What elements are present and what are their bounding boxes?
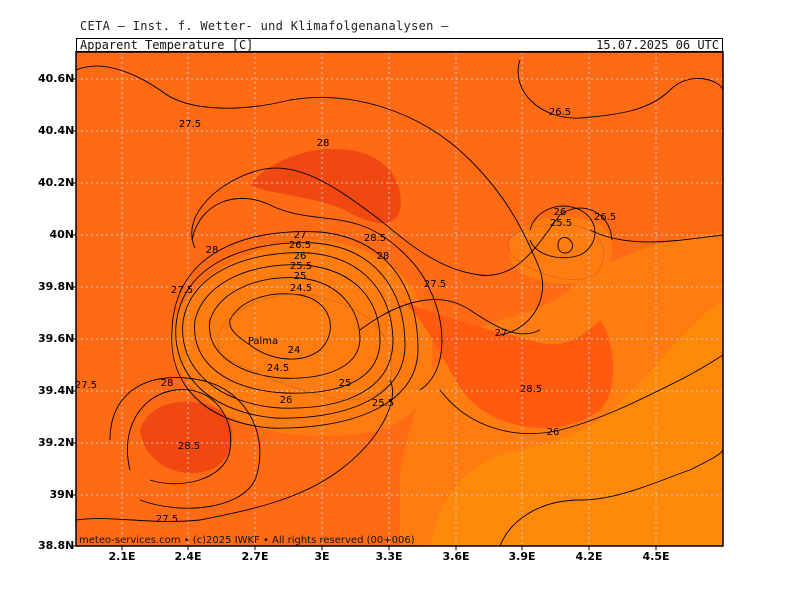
- contour-label: 27.5: [75, 380, 97, 391]
- fill-menorca: [510, 216, 613, 284]
- lon-label: 4.5E: [642, 550, 670, 563]
- lon-label: 2.4E: [174, 550, 202, 563]
- contour-label: 27.5: [424, 279, 446, 290]
- fill-warm-north: [250, 149, 401, 224]
- lon-label: 4.2E: [575, 550, 603, 563]
- valid-time: 15.07.2025 06 UTC: [596, 38, 719, 52]
- fill-warm-east: [400, 300, 614, 429]
- contour-label: 27: [294, 230, 307, 241]
- lat-label: 39.2N: [38, 436, 75, 449]
- contour-lines: [76, 59, 723, 546]
- contour-label: 25.5: [372, 398, 394, 409]
- contour-line: [499, 449, 723, 546]
- credit-line: meteo-services.com • (c)2025 IWKF • All …: [79, 535, 415, 546]
- lon-label: 2.1E: [108, 550, 136, 563]
- lon-label: 3.6E: [442, 550, 470, 563]
- contour-line: [191, 167, 613, 276]
- lat-label: 39N: [49, 488, 74, 501]
- contour-label: 25: [294, 271, 307, 282]
- contour-line: [76, 65, 544, 336]
- contour-line: [175, 242, 406, 419]
- contour-label: 28.5: [178, 441, 200, 452]
- contour-label: 28: [317, 138, 330, 149]
- lat-label: 39.8N: [38, 280, 75, 293]
- contour-label: 24: [288, 345, 301, 356]
- contour-label: 26: [554, 207, 567, 218]
- lat-label: 40N: [49, 228, 74, 241]
- contour-label: 27: [495, 328, 508, 339]
- island-outline: [507, 223, 604, 280]
- contour-label: 25: [339, 378, 352, 389]
- contour-label: 26.5: [289, 240, 311, 251]
- contour-line: [439, 354, 723, 435]
- contour-line: [171, 231, 419, 429]
- parameter-title: Apparent_Temperature_[C]: [80, 38, 254, 52]
- contour-label: 26.5: [549, 107, 571, 118]
- contour-line: [182, 252, 394, 409]
- contour-line: [557, 237, 573, 254]
- contour-line: [359, 299, 541, 335]
- lat-label: 40.4N: [38, 124, 75, 137]
- contour-label: 28: [206, 245, 219, 256]
- contour-line: [529, 205, 596, 259]
- contour-label: 27.5: [156, 514, 178, 525]
- contour-label: 28.5: [364, 233, 386, 244]
- contour-line: [109, 377, 261, 509]
- contour-line: [229, 293, 331, 360]
- contour-label: 25.5: [290, 261, 312, 272]
- contour-line: [191, 197, 443, 391]
- lon-label: 3.9E: [508, 550, 536, 563]
- contour-line: [126, 389, 232, 485]
- fill-warm-south: [140, 401, 233, 474]
- lat-label: 40.2N: [38, 176, 75, 189]
- contour-line: [209, 277, 361, 379]
- contour-label: 28.5: [520, 384, 542, 395]
- contour-label: 24.5: [290, 283, 312, 294]
- contour-label: 26.5: [594, 212, 616, 223]
- contour-label: 24.5: [267, 363, 289, 374]
- fill-island: [169, 240, 433, 436]
- contour-label: 28: [377, 251, 390, 262]
- lat-label: 39.6N: [38, 332, 75, 345]
- header-institute: CETA — Inst. f. Wetter- und Klimafolgena…: [80, 19, 449, 33]
- contour-label: 26: [294, 251, 307, 262]
- contour-line: [76, 379, 393, 522]
- city-label: Palma: [248, 336, 278, 347]
- contour-label: 26: [547, 427, 560, 438]
- lon-label: 3E: [314, 550, 330, 563]
- lat-label: 40.6N: [38, 72, 75, 85]
- contour-line: [194, 264, 381, 394]
- contour-line: [517, 59, 723, 119]
- contour-line: [589, 229, 723, 243]
- contour-label: 25.5: [550, 218, 572, 229]
- lon-label: 2.7E: [241, 550, 269, 563]
- lon-label: 3.3E: [375, 550, 403, 563]
- contour-label: 26: [280, 395, 293, 406]
- lat-label: 39.4N: [38, 384, 75, 397]
- axis-ticks: [72, 78, 657, 550]
- lat-label: 38.8N: [38, 539, 75, 552]
- contour-label: 27.5: [171, 285, 193, 296]
- contour-label: 27.5: [179, 119, 201, 130]
- contour-label: 28: [161, 378, 174, 389]
- map-frame: [75, 51, 724, 547]
